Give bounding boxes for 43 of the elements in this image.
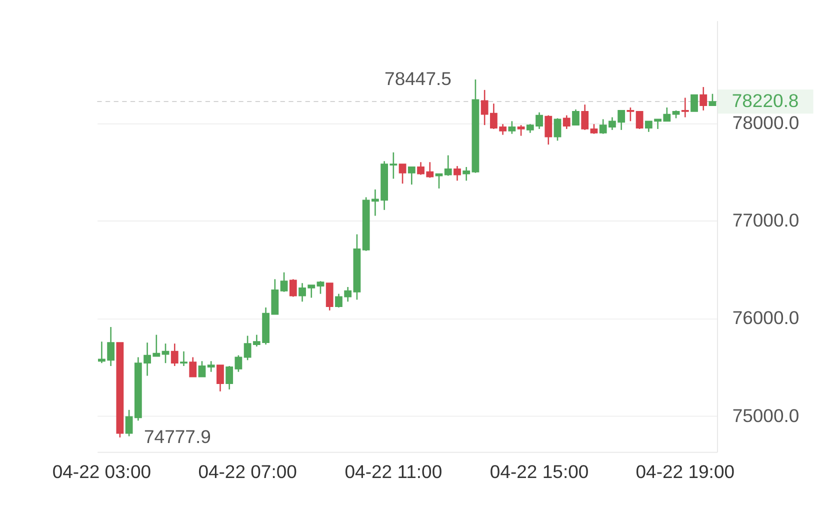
x-tick-label: 04-22 07:00 [198, 461, 297, 482]
candlestick [590, 123, 598, 134]
candlestick [435, 173, 443, 190]
candlestick [454, 165, 461, 182]
candlestick [544, 114, 552, 146]
candlestick [708, 93, 716, 106]
candlestick [554, 118, 562, 142]
candlestick [700, 86, 708, 112]
annotation: 78447.5 [384, 68, 452, 90]
candlestick [572, 108, 580, 126]
candlestick [626, 106, 634, 122]
candlestick [681, 97, 689, 118]
candlestick [444, 154, 452, 176]
candlestick [408, 166, 416, 186]
y-tick-label: 78000.0 [732, 112, 800, 134]
y-tick-label: 76000.0 [732, 307, 800, 328]
ref-line-label: 78220.8 [732, 90, 799, 112]
candlestick [690, 94, 698, 112]
candlestick [280, 272, 288, 293]
x-tick-label: 04-22 11:00 [344, 461, 442, 482]
candlestick [316, 280, 324, 294]
x-tick-label: 04-22 15:00 [490, 461, 589, 482]
candlestick [189, 356, 197, 378]
candlestick [170, 342, 178, 367]
candlestick [180, 350, 188, 367]
candlestick [216, 364, 224, 392]
candlestick [581, 104, 589, 131]
candlestick [562, 114, 570, 130]
candlestick [162, 342, 170, 364]
candlestick [636, 110, 644, 130]
candlestick [398, 163, 406, 184]
y-tick-label: 75000.0 [732, 404, 800, 426]
annotation: 74777.9 [144, 426, 211, 447]
candlestick [198, 360, 206, 378]
candlestick [207, 360, 215, 373]
candlestick [462, 166, 470, 182]
x-tick-label: 04-22 03:00 [52, 461, 152, 482]
candlestick [517, 124, 525, 136]
candlestick [508, 120, 516, 134]
x-tick-label: 04-22 19:00 [636, 461, 735, 482]
y-tick-label: 77000.0 [732, 210, 800, 231]
candlestick [289, 278, 297, 298]
candlestick [326, 282, 334, 312]
